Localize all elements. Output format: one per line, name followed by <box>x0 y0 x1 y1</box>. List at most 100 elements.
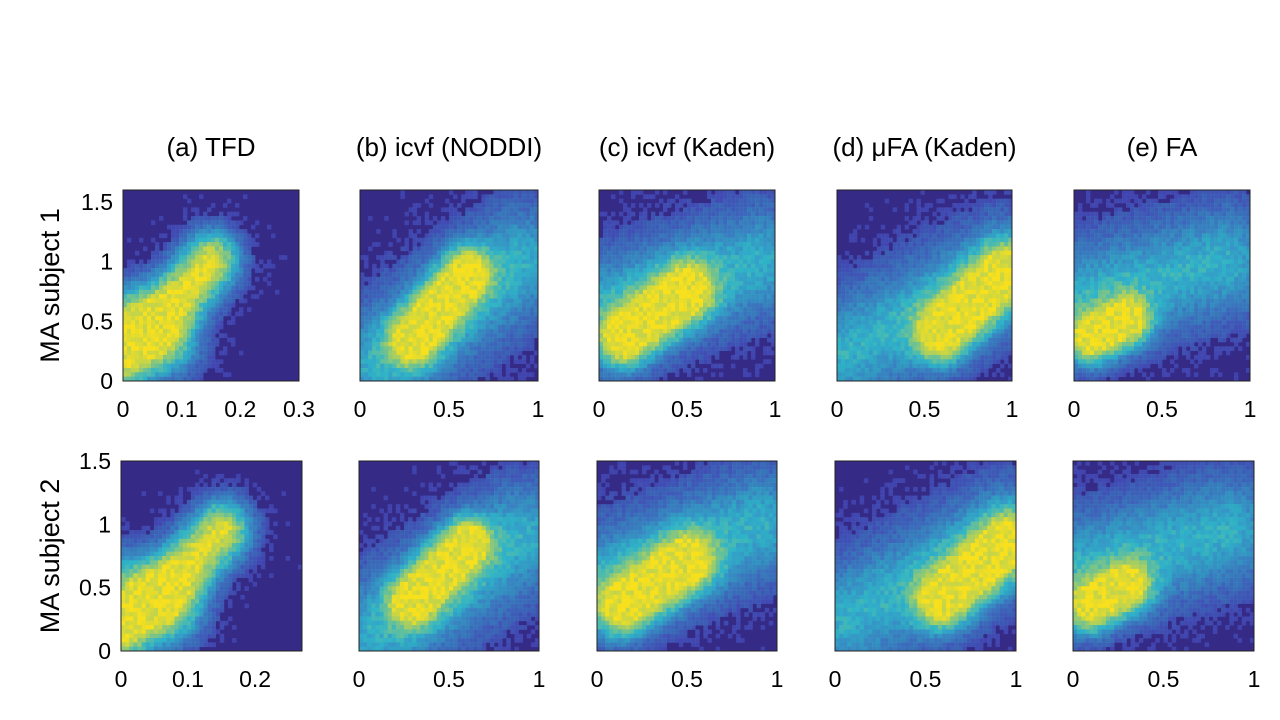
density-cell <box>615 346 620 352</box>
density-cell <box>183 367 188 373</box>
density-cell <box>699 207 704 213</box>
density-cell <box>457 376 462 382</box>
density-cell <box>872 242 878 247</box>
density-cell <box>607 341 612 347</box>
density-cell <box>631 298 636 304</box>
density-cell <box>852 233 858 239</box>
density-cell <box>603 337 608 343</box>
density-cell <box>900 259 906 265</box>
density-cell <box>631 211 636 217</box>
density-cell <box>667 367 672 373</box>
density-cell <box>719 216 724 221</box>
density-cell <box>135 354 140 360</box>
density-cell <box>469 190 474 195</box>
density-cell <box>619 190 624 195</box>
density-cell <box>465 237 470 243</box>
density-cell <box>627 211 632 217</box>
density-cell <box>707 224 712 230</box>
density-cell <box>175 285 180 291</box>
density-cell <box>440 233 446 239</box>
density-cell <box>731 207 736 213</box>
density-cell <box>675 328 680 334</box>
density-cell <box>183 298 188 304</box>
density-cell <box>477 216 482 221</box>
density-cell <box>408 307 413 312</box>
density-cell <box>647 289 652 295</box>
density-cell <box>509 211 515 217</box>
density-cell <box>868 268 874 273</box>
density-cell <box>767 259 772 265</box>
density-cell <box>384 372 389 378</box>
density-cell <box>368 320 373 325</box>
density-cell <box>635 250 640 256</box>
density-cell <box>525 328 531 334</box>
density-cell <box>731 263 736 269</box>
density-cell <box>671 307 676 312</box>
density-cell <box>408 354 413 360</box>
density-cell <box>416 237 422 243</box>
density-cell <box>844 268 850 273</box>
density-cell <box>155 281 160 286</box>
density-cell <box>171 346 176 352</box>
density-cell <box>643 268 648 273</box>
density-cell <box>501 311 507 317</box>
density-cell <box>759 211 764 217</box>
density-cell <box>940 246 945 252</box>
density-cell <box>151 294 156 299</box>
density-cell <box>396 337 401 343</box>
density-cell <box>647 346 652 352</box>
density-cell <box>444 376 450 382</box>
density-cell <box>968 211 973 217</box>
density-cell <box>739 203 744 208</box>
density-cell <box>432 333 438 338</box>
density-cell <box>231 298 236 304</box>
density-cell <box>723 298 728 304</box>
density-cell <box>996 233 1001 239</box>
density-cell <box>151 354 156 360</box>
density-cell <box>400 324 405 330</box>
density-cell <box>960 276 965 282</box>
density-cell <box>707 203 712 208</box>
density-cell <box>767 246 772 252</box>
density-cell <box>952 276 957 282</box>
density-cell <box>203 289 208 295</box>
density-cell <box>428 359 434 365</box>
density-cell <box>739 194 744 200</box>
density-cell <box>444 220 450 226</box>
density-cell <box>372 372 377 378</box>
density-cell <box>505 363 511 369</box>
density-cell <box>159 216 164 221</box>
density-cell <box>436 276 442 282</box>
density-cell <box>489 281 494 286</box>
density-cell <box>715 341 720 347</box>
density-cell <box>481 289 486 295</box>
density-cell <box>428 367 434 373</box>
density-cell <box>767 190 772 195</box>
density-cell <box>912 276 917 282</box>
density-cell <box>408 250 413 256</box>
density-cell <box>497 203 502 208</box>
density-cell <box>219 233 224 239</box>
density-cell <box>517 211 523 217</box>
density-cell <box>607 376 612 382</box>
density-cell <box>151 311 156 317</box>
density-cell <box>615 289 620 295</box>
density-cell <box>988 220 993 226</box>
density-cell <box>607 263 612 269</box>
density-cell <box>623 203 628 208</box>
density-cell <box>976 268 981 273</box>
density-cell <box>143 281 148 286</box>
density-cell <box>651 250 656 256</box>
density-cell <box>412 289 418 295</box>
density-cell <box>223 237 228 243</box>
density-cell <box>675 229 680 234</box>
density-cell <box>477 237 482 243</box>
density-cell <box>509 328 515 334</box>
density-cell <box>219 302 224 308</box>
density-cell <box>739 337 744 343</box>
density-cell <box>940 229 945 234</box>
density-cell <box>675 302 680 308</box>
density-cell <box>473 229 478 234</box>
density-cell <box>207 268 212 273</box>
density-cell <box>615 281 620 286</box>
